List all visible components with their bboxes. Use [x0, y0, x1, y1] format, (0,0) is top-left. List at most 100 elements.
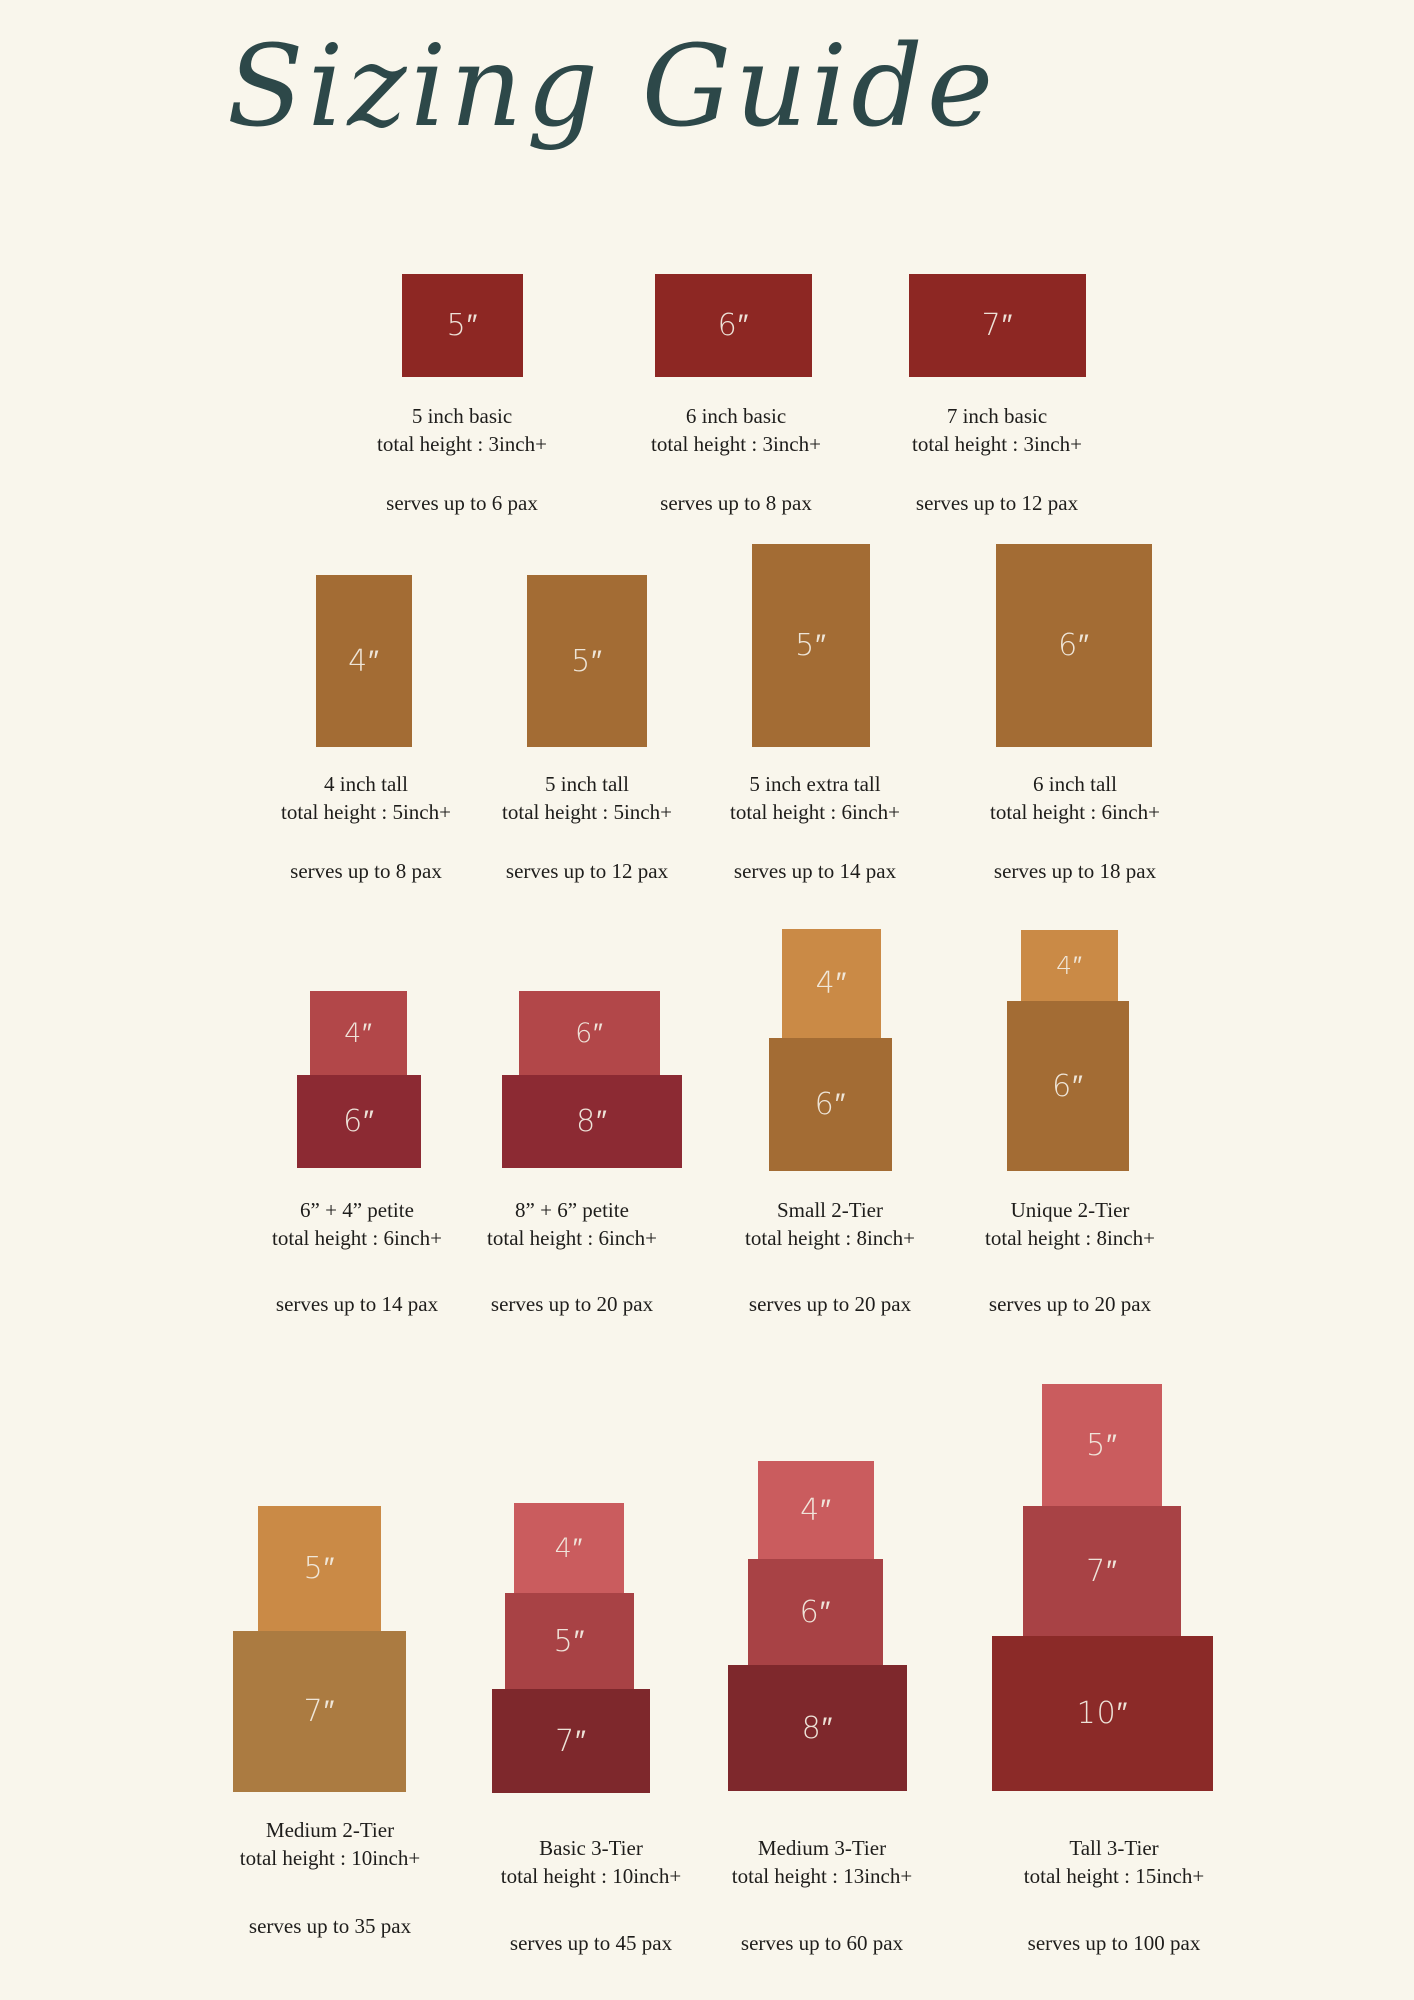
cake-tier-size-label: 5″ — [795, 628, 827, 663]
cake-tier-4-inch-tall-0: 4″ — [316, 575, 412, 747]
cake-tier-tall-3-tier-1: 7″ — [1023, 1506, 1181, 1637]
cake-tier-size-label: 6″ — [717, 308, 750, 343]
cake-tier-size-label: 5″ — [1086, 1427, 1118, 1463]
cake-tier-tall-3-tier-2: 10″ — [992, 1636, 1213, 1791]
cake-total-height: total height : 6inch+ — [990, 800, 1160, 824]
cake-tier-medium-2-tier-1: 7″ — [233, 1631, 406, 1792]
cake-tier-petite-6-4-1: 6″ — [297, 1075, 421, 1168]
cake-serves-6-inch-tall: serves up to 18 pax — [993, 859, 1157, 883]
cake-caption-tall-3-tier: Tall 3-Tier total height : 15inch+ — [1024, 1834, 1204, 1890]
cake-tier-size-label: 10″ — [1076, 1696, 1129, 1731]
cake-tier-size-label: 5″ — [303, 1551, 336, 1586]
cake-tier-size-label: 7″ — [981, 308, 1014, 343]
cake-name: Unique 2-Tier — [1010, 1198, 1130, 1222]
cake-serves-4-inch-tall: serves up to 8 pax — [290, 859, 442, 883]
cake-total-height: total height : 5inch+ — [281, 800, 451, 824]
cake-name: 8” + 6” petite — [515, 1198, 629, 1222]
cake-serves-basic-3-tier: serves up to 45 pax — [509, 1931, 673, 1955]
cake-caption-5-inch-extra-tall: 5 inch extra tall total height : 6inch+ — [730, 770, 900, 826]
cake-tier-size-label: 4″ — [348, 643, 380, 679]
cake-tier-unique-2-tier-0: 4″ — [1021, 930, 1118, 1001]
cake-tier-petite-8-6-1: 8″ — [502, 1075, 682, 1168]
cake-tier-size-label: 6″ — [343, 1104, 375, 1139]
cake-caption-4-inch-tall: 4 inch tall total height : 5inch+ — [281, 770, 451, 826]
cake-total-height: total height : 10inch+ — [239, 1846, 421, 1870]
cake-tier-size-label: 6″ — [1052, 1068, 1084, 1104]
cake-tier-size-label: 5″ — [571, 643, 603, 679]
cake-total-height: total height : 8inch+ — [745, 1226, 915, 1250]
cake-total-height: total height : 10inch+ — [500, 1864, 682, 1888]
cake-tier-6-inch-basic-0: 6″ — [655, 274, 812, 377]
cake-tier-basic-3-tier-2: 7″ — [492, 1689, 650, 1793]
cake-tier-size-label: 7″ — [555, 1723, 587, 1759]
page-title: Sizing Guide — [226, 22, 998, 152]
cake-name: 7 inch basic — [946, 404, 1048, 428]
cake-name: 4 inch tall — [324, 772, 408, 796]
cake-tier-size-label: 8″ — [576, 1104, 608, 1139]
cake-tier-size-label: 8″ — [801, 1710, 834, 1746]
cake-caption-5-inch-tall: 5 inch tall total height : 5inch+ — [502, 770, 672, 826]
cake-name: 5 inch basic — [411, 404, 513, 428]
cake-tier-size-label: 6″ — [1058, 628, 1090, 663]
cake-total-height: total height : 3inch+ — [377, 432, 547, 456]
cake-caption-6-inch-basic: 6 inch basic total height : 3inch+ — [651, 402, 821, 458]
cake-total-height: total height : 13inch+ — [731, 1864, 913, 1888]
cake-serves-unique-2-tier: serves up to 20 pax — [988, 1292, 1152, 1316]
cake-serves-small-2-tier: serves up to 20 pax — [748, 1292, 912, 1316]
cake-tier-petite-6-4-0: 4″ — [310, 991, 407, 1075]
cake-caption-6-inch-tall: 6 inch tall total height : 6inch+ — [990, 770, 1160, 826]
cake-serves-7-inch-basic: serves up to 12 pax — [915, 491, 1079, 515]
cake-name: 6 inch tall — [1033, 772, 1117, 796]
cake-total-height: total height : 6inch+ — [272, 1226, 442, 1250]
cake-total-height: total height : 15inch+ — [1023, 1864, 1205, 1888]
cake-caption-5-inch-basic: 5 inch basic total height : 3inch+ — [377, 402, 547, 458]
cake-tier-5-inch-basic-0: 5″ — [402, 274, 523, 377]
cake-tier-medium-3-tier-1: 6″ — [748, 1559, 883, 1665]
cake-tier-basic-3-tier-1: 5″ — [505, 1593, 634, 1689]
cake-tier-size-label: 5″ — [446, 308, 479, 343]
cake-tier-small-2-tier-1: 6″ — [769, 1038, 892, 1171]
cake-tier-size-label: 4″ — [800, 1492, 832, 1528]
cake-serves-6-inch-basic: serves up to 8 pax — [660, 491, 812, 515]
cake-tier-size-label: 7″ — [1086, 1554, 1118, 1589]
cake-total-height: total height : 5inch+ — [502, 800, 672, 824]
cake-total-height: total height : 6inch+ — [730, 800, 900, 824]
cake-tier-medium-3-tier-2: 8″ — [728, 1665, 907, 1791]
cake-tier-7-inch-basic-0: 7″ — [909, 274, 1086, 377]
cake-tier-petite-8-6-0: 6″ — [519, 991, 660, 1075]
cake-total-height: total height : 6inch+ — [487, 1226, 657, 1250]
cake-tier-size-label: 6″ — [814, 1087, 847, 1122]
cake-name: 5 inch extra tall — [749, 772, 881, 796]
cake-tier-5-inch-tall-0: 5″ — [527, 575, 647, 747]
cake-serves-5-inch-basic: serves up to 6 pax — [386, 491, 538, 515]
cake-serves-medium-3-tier: serves up to 60 pax — [740, 1931, 904, 1955]
cake-tier-small-2-tier-0: 4″ — [782, 929, 881, 1038]
cake-caption-medium-2-tier: Medium 2-Tier total height : 10inch+ — [240, 1816, 420, 1872]
cake-total-height: total height : 3inch+ — [651, 432, 821, 456]
cake-tier-size-label: 5″ — [553, 1623, 586, 1659]
cake-name: Medium 3-Tier — [757, 1836, 887, 1860]
cake-name: 6” + 4” petite — [300, 1198, 414, 1222]
cake-caption-medium-3-tier: Medium 3-Tier total height : 13inch+ — [732, 1834, 912, 1890]
cake-serves-medium-2-tier: serves up to 35 pax — [248, 1914, 412, 1938]
cake-tier-basic-3-tier-0: 4″ — [514, 1503, 624, 1593]
cake-tier-size-label: 4″ — [554, 1532, 584, 1564]
cake-caption-small-2-tier: Small 2-Tier total height : 8inch+ — [745, 1196, 915, 1252]
cake-tier-6-inch-tall-0: 6″ — [996, 544, 1152, 747]
cake-caption-basic-3-tier: Basic 3-Tier total height : 10inch+ — [501, 1834, 681, 1890]
cake-caption-7-inch-basic: 7 inch basic total height : 3inch+ — [912, 402, 1082, 458]
cake-name: Medium 2-Tier — [265, 1818, 395, 1842]
cake-tier-5-inch-extra-tall-0: 5″ — [752, 544, 870, 747]
cake-caption-petite-8-6: 8” + 6” petite total height : 6inch+ — [487, 1196, 657, 1252]
cake-serves-petite-6-4: serves up to 14 pax — [275, 1292, 439, 1316]
cake-tier-medium-3-tier-0: 4″ — [758, 1461, 874, 1559]
cake-tier-size-label: 4″ — [344, 1017, 373, 1049]
cake-serves-5-inch-extra-tall: serves up to 14 pax — [733, 859, 897, 883]
cake-name: Small 2-Tier — [777, 1198, 883, 1222]
cake-name: 5 inch tall — [545, 772, 629, 796]
cake-serves-tall-3-tier: serves up to 100 pax — [1027, 1931, 1201, 1955]
cake-serves-petite-8-6: serves up to 20 pax — [490, 1292, 654, 1316]
cake-tier-size-label: 4″ — [1056, 950, 1083, 980]
cake-tier-tall-3-tier-0: 5″ — [1042, 1384, 1162, 1506]
